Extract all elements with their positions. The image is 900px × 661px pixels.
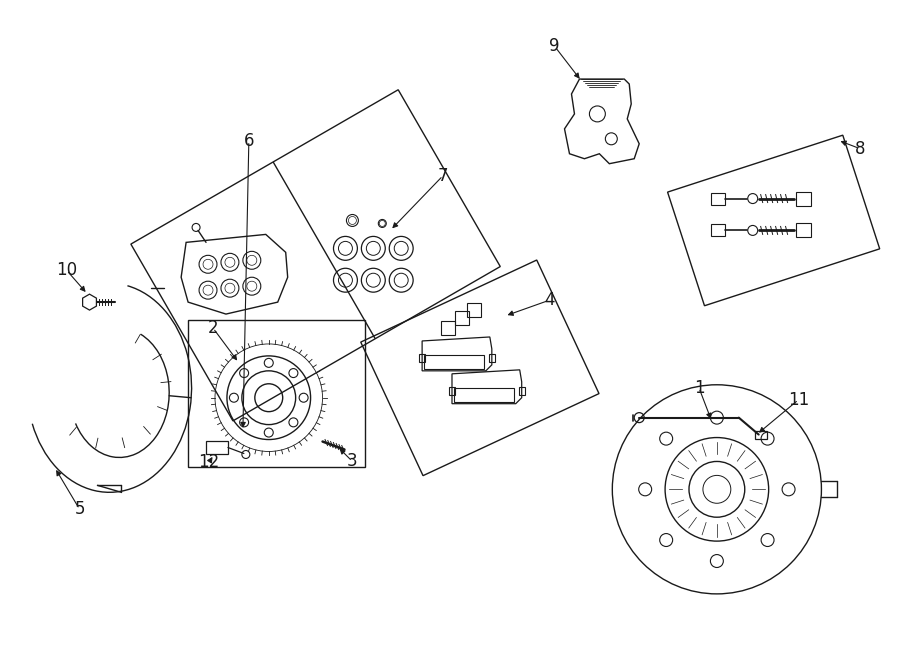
- Bar: [206, 440, 228, 455]
- Text: 1: 1: [694, 379, 705, 397]
- Text: 5: 5: [75, 500, 85, 518]
- Text: 7: 7: [437, 167, 448, 184]
- Bar: [455, 311, 469, 325]
- Bar: [449, 387, 455, 395]
- Text: 3: 3: [347, 452, 357, 471]
- Text: 11: 11: [788, 391, 809, 408]
- Text: 10: 10: [56, 261, 77, 279]
- Text: 6: 6: [244, 132, 254, 150]
- Bar: [796, 192, 812, 206]
- Bar: [711, 225, 724, 237]
- Text: 9: 9: [549, 37, 560, 56]
- Bar: [711, 192, 724, 204]
- Bar: [796, 223, 812, 237]
- Bar: [755, 430, 767, 438]
- Bar: [489, 354, 495, 362]
- Bar: [518, 387, 525, 395]
- Text: 8: 8: [855, 139, 866, 158]
- Text: 4: 4: [544, 291, 554, 309]
- Bar: [441, 321, 455, 335]
- Text: 2: 2: [208, 319, 219, 337]
- Bar: [419, 354, 425, 362]
- Bar: [467, 303, 481, 317]
- Text: 12: 12: [198, 453, 220, 471]
- Bar: [188, 320, 365, 467]
